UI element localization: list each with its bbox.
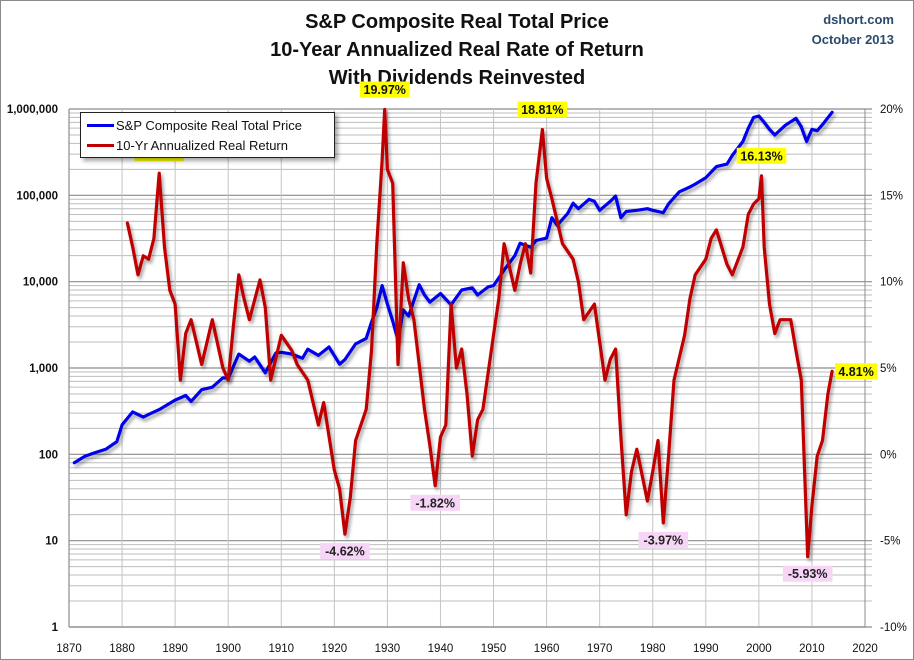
trough-label: -3.97%	[644, 533, 684, 547]
x-tick-label: 2000	[746, 643, 772, 655]
y-left-tick-label: 10	[45, 536, 58, 548]
y-right-tick-label: 5%	[880, 363, 897, 375]
x-tick-label: 1880	[109, 643, 135, 655]
legend-swatch-price	[87, 123, 114, 127]
legend-item-return: 10-Yr Annualized Real Return	[87, 136, 288, 154]
series-layer	[72, 107, 834, 559]
x-tick-label: 1990	[693, 643, 719, 655]
legend-item-price: S&P Composite Real Total Price	[87, 116, 302, 134]
legend-swatch-return	[87, 143, 114, 147]
x-tick-label: 1900	[215, 643, 241, 655]
source-site: dshort.com	[823, 12, 894, 27]
axes: 1 10 100 1,000 10,000 100,000 1,000,000 -10% -5%…	[7, 104, 907, 655]
x-tick-label: 1980	[640, 643, 666, 655]
y-left-tick-label: 10,000	[23, 277, 58, 289]
legend-label-return: 10-Yr Annualized Real Return	[116, 137, 288, 153]
annotation-background	[736, 147, 787, 164]
peak-label: 18.81%	[521, 103, 563, 117]
x-tick-label: 1890	[162, 643, 188, 655]
annotation-background	[517, 101, 568, 118]
annotation-background	[320, 543, 370, 560]
x-tick-label: 1920	[322, 643, 348, 655]
y-right-tick-label: -5%	[880, 536, 900, 548]
x-tick-label: 1950	[481, 643, 507, 655]
y-left-tick-label: 1,000	[29, 363, 58, 375]
y-right-tick-label: 0%	[880, 449, 897, 461]
chart-title: S&P Composite Real Total Price 10-Year A…	[0, 8, 914, 92]
title-line-2: 10-Year Annualized Real Rate of Return	[270, 39, 644, 61]
annotation-background	[638, 531, 689, 548]
peak-label: 19.97%	[364, 83, 406, 97]
x-tick-label: 1870	[56, 643, 82, 655]
gridlines	[68, 108, 872, 628]
series-line-return	[125, 107, 834, 559]
y-left-tick-label: 100	[39, 449, 58, 461]
x-tick-label: 1940	[428, 643, 454, 655]
annotation-background	[835, 363, 878, 380]
source-date: October 2013	[811, 32, 894, 47]
trough-label: -1.82%	[415, 496, 455, 510]
x-tick-label: 1970	[587, 643, 613, 655]
annotation-background	[782, 565, 833, 582]
title-line-1: S&P Composite Real Total Price	[305, 11, 609, 33]
legend: S&P Composite Real Total Price 10-Yr Ann…	[80, 112, 335, 158]
x-tick-label: 1960	[534, 643, 560, 655]
y-left-tick-label: 1,000,000	[7, 104, 58, 116]
y-right-tick-label: -10%	[880, 622, 907, 634]
x-tick-label: 1930	[375, 643, 401, 655]
annotation-background	[410, 494, 460, 511]
legend-label-price: S&P Composite Real Total Price	[116, 117, 302, 133]
annotation-background	[359, 81, 410, 98]
y-right-tick-label: 20%	[880, 104, 903, 116]
latest-label: 4.81%	[838, 365, 873, 379]
x-tick-label: 2020	[852, 643, 878, 655]
trough-label: -5.93%	[788, 567, 828, 581]
y-left-tick-label: 1	[52, 622, 59, 634]
x-tick-label: 2010	[799, 643, 825, 655]
source-credit: dshort.com October 2013	[812, 10, 894, 50]
y-right-tick-label: 10%	[880, 277, 903, 289]
peak-label: 16.13%	[740, 149, 782, 163]
y-right-tick-label: 15%	[880, 190, 903, 202]
y-left-tick-label: 100,000	[16, 190, 58, 202]
trough-label: -4.62%	[325, 545, 365, 559]
x-tick-label: 1910	[268, 643, 294, 655]
